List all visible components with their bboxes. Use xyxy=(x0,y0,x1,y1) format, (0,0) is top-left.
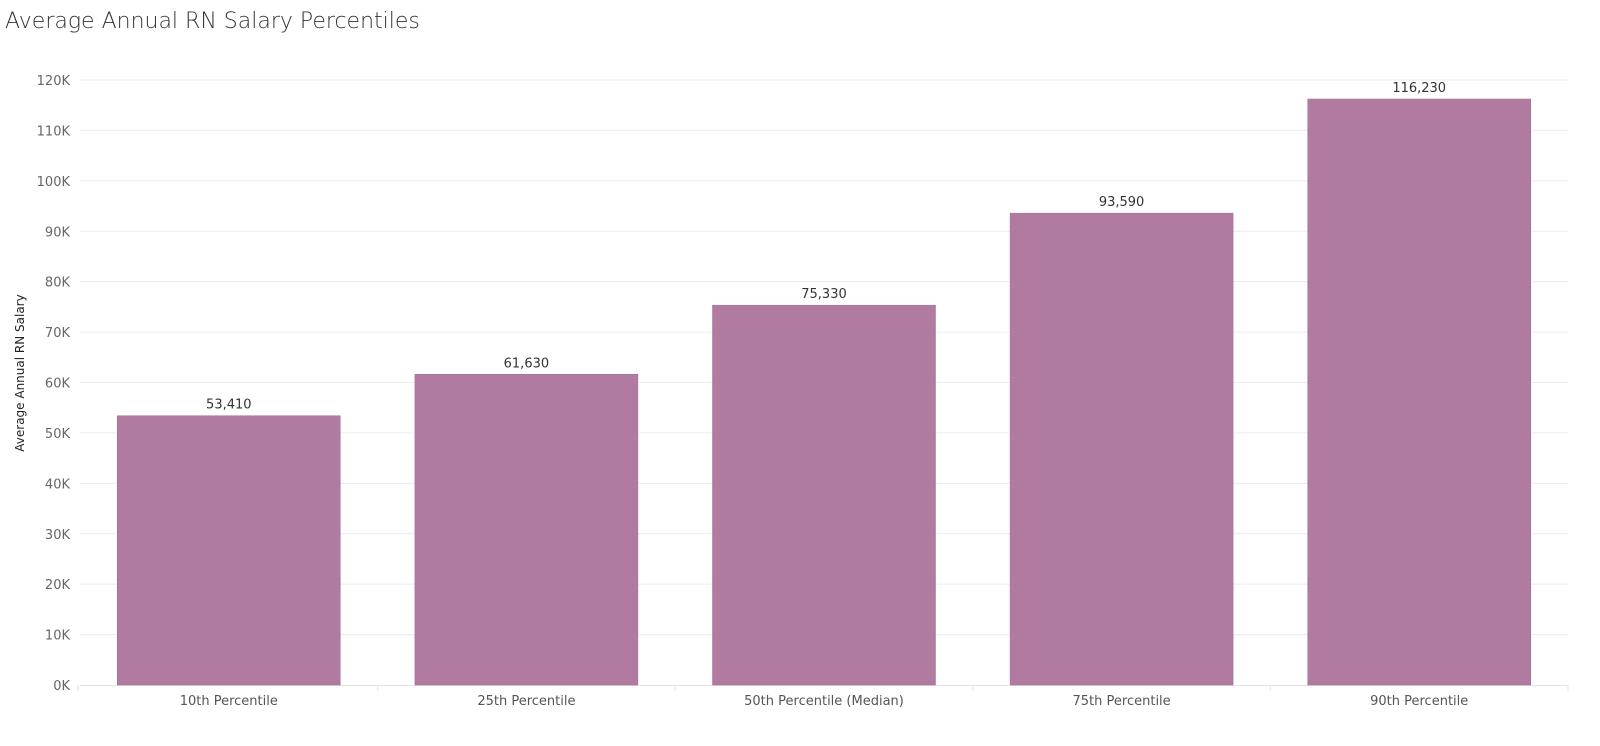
y-axis: 0K 10K 20K 30K 40K 50K 60K 70K 80K 90K 100K 110K 120… xyxy=(37,74,71,694)
bar-value-label: 53,410 xyxy=(206,398,252,413)
y-tick-label: 80K xyxy=(45,276,71,291)
y-tick-label: 20K xyxy=(45,578,71,593)
x-axis: 10th Percentile 25th Percentile 50th Perce… xyxy=(77,685,1569,709)
x-category-label: 50th Percentile (Median) xyxy=(744,694,904,709)
y-tick-label: 70K xyxy=(45,326,71,341)
x-category-label: 90th Percentile xyxy=(1370,694,1468,709)
y-tick-label: 110K xyxy=(37,124,71,139)
bar[interactable] xyxy=(414,374,639,686)
bar-value-label: 61,630 xyxy=(504,356,550,371)
y-tick-label: 40K xyxy=(45,477,71,492)
bar[interactable] xyxy=(1307,98,1531,686)
x-category-label: 25th Percentile xyxy=(477,694,575,709)
y-tick-label: 50K xyxy=(45,427,71,442)
bar-value-label: 93,590 xyxy=(1099,195,1145,210)
y-tick-label: 10K xyxy=(45,629,71,644)
chart-title: Average Annual RN Salary Percentiles xyxy=(5,9,420,34)
y-tick-label: 30K xyxy=(45,528,71,543)
bar-value-label: 116,230 xyxy=(1392,81,1446,96)
bars xyxy=(117,98,1531,686)
y-tick-label: 0K xyxy=(53,679,70,694)
data-labels: 53,410 61,630 75,330 93,590 116,230 xyxy=(206,81,1446,413)
y-tick-label: 90K xyxy=(45,225,71,240)
y-tick-label: 60K xyxy=(45,377,71,392)
bar-value-label: 75,330 xyxy=(801,287,847,302)
y-tick-label: 120K xyxy=(37,74,71,89)
bar[interactable] xyxy=(712,304,936,686)
bar[interactable] xyxy=(117,415,341,686)
bar[interactable] xyxy=(1009,212,1234,686)
x-category-label: 75th Percentile xyxy=(1073,694,1171,709)
y-tick-label: 100K xyxy=(37,175,71,190)
x-category-label: 10th Percentile xyxy=(180,694,278,709)
